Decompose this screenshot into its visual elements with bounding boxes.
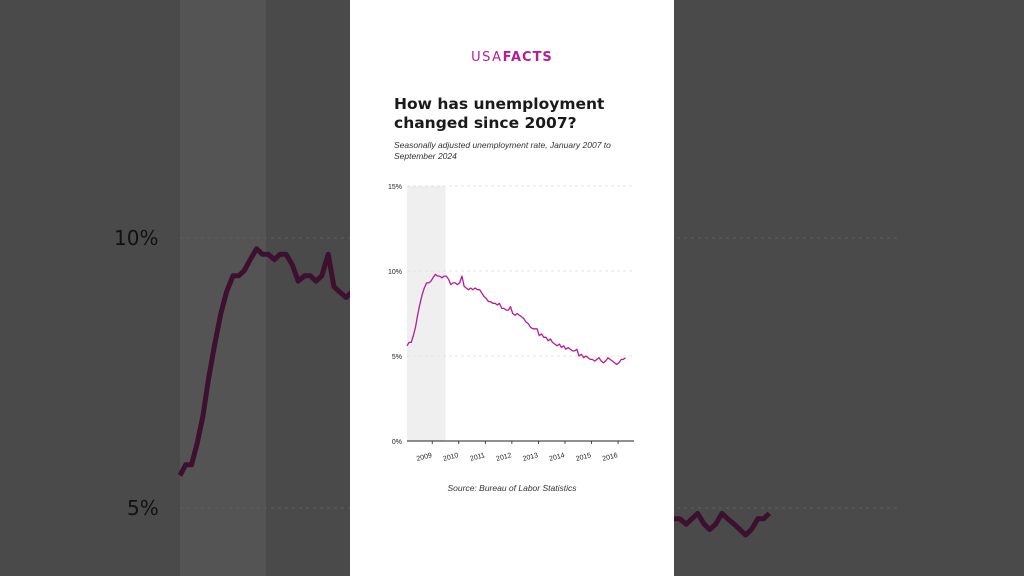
x-tick-label: 2013 xyxy=(522,452,539,463)
brand-logo: USAFACTS xyxy=(350,50,674,65)
series-line xyxy=(406,273,626,366)
background-label-lower: 5% xyxy=(127,496,159,520)
x-tick-label: 2016 xyxy=(602,452,619,463)
brand-prefix: USA xyxy=(471,50,503,65)
line-chart: 0% 5% 10% 15% 2009 2010 2011 2012 2013 2014 2015 20… xyxy=(388,184,634,463)
recession-shading xyxy=(407,186,446,441)
x-tick-label: 2012 xyxy=(496,452,513,463)
background-recession-band xyxy=(180,0,266,576)
background-line-left xyxy=(177,246,354,477)
y-tick-label: 5% xyxy=(392,354,402,361)
x-tick-label: 2011 xyxy=(469,452,485,463)
x-tick-label: 2009 xyxy=(416,452,433,463)
chart-source: Source: Bureau of Labor Statistics xyxy=(447,483,577,493)
x-tick-label: 2014 xyxy=(549,452,566,463)
chart-subtitle: Seasonally adjusted unemployment rate, J… xyxy=(394,140,611,161)
background-line-right xyxy=(674,510,772,538)
x-tick-label: 2015 xyxy=(575,452,592,463)
y-tick-label: 15% xyxy=(388,184,402,191)
brand-suffix: FACTS xyxy=(502,50,553,65)
chart-card: USAFACTS How has unemployment changed si… xyxy=(350,0,674,576)
y-tick-label: 10% xyxy=(388,269,402,276)
y-tick-label: 0% xyxy=(392,439,402,446)
background-label-upper: 10% xyxy=(114,226,159,250)
x-tick-label: 2010 xyxy=(442,452,459,463)
chart-title: How has unemployment changed since 2007? xyxy=(394,95,605,132)
